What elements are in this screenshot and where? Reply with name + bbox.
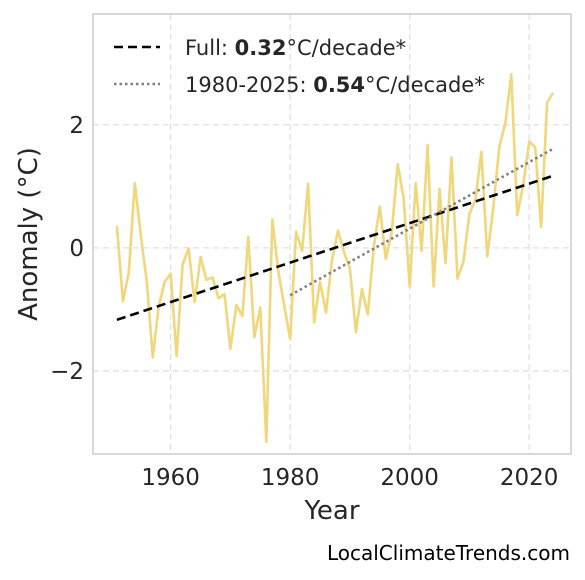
- plot-area: [115, 73, 555, 444]
- legend-label-unit: °C/decade*: [287, 36, 407, 60]
- x-axis-label: Year: [303, 496, 359, 526]
- credit-text: LocalClimateTrends.com: [327, 541, 570, 565]
- legend: Full: 0.32°C/decade*1980-2025: 0.54°C/de…: [114, 36, 485, 97]
- legend-label-value: 0.32: [235, 36, 287, 60]
- x-tick-label: 2020: [500, 465, 559, 491]
- legend-label: 1980-2025: 0.54°C/decade*: [185, 73, 485, 97]
- tick-labels: 1960 1980 2000 2020 −2 0 2: [50, 113, 558, 491]
- y-tick-label: 0: [69, 236, 84, 262]
- y-axis-label: Anomaly (°C): [14, 147, 44, 321]
- plot-frame: [92, 13, 572, 455]
- legend-label-prefix: 1980-2025:: [185, 73, 313, 97]
- legend-label: Full: 0.32°C/decade*: [185, 36, 406, 60]
- legend-label-value: 0.54: [313, 73, 365, 97]
- grid: [93, 14, 571, 454]
- trend-line-1980: [289, 147, 554, 297]
- trend-line-full: [116, 174, 554, 322]
- series-anomaly-line: [115, 73, 555, 444]
- x-tick-label: 1980: [261, 465, 320, 491]
- x-tick-label: 2000: [380, 465, 439, 491]
- legend-label-unit: °C/decade*: [365, 73, 485, 97]
- y-tick-label: 2: [69, 113, 84, 139]
- y-tick-label: −2: [50, 359, 84, 385]
- series-group: [115, 73, 555, 444]
- legend-label-prefix: Full:: [185, 36, 235, 60]
- x-tick-label: 1960: [141, 465, 200, 491]
